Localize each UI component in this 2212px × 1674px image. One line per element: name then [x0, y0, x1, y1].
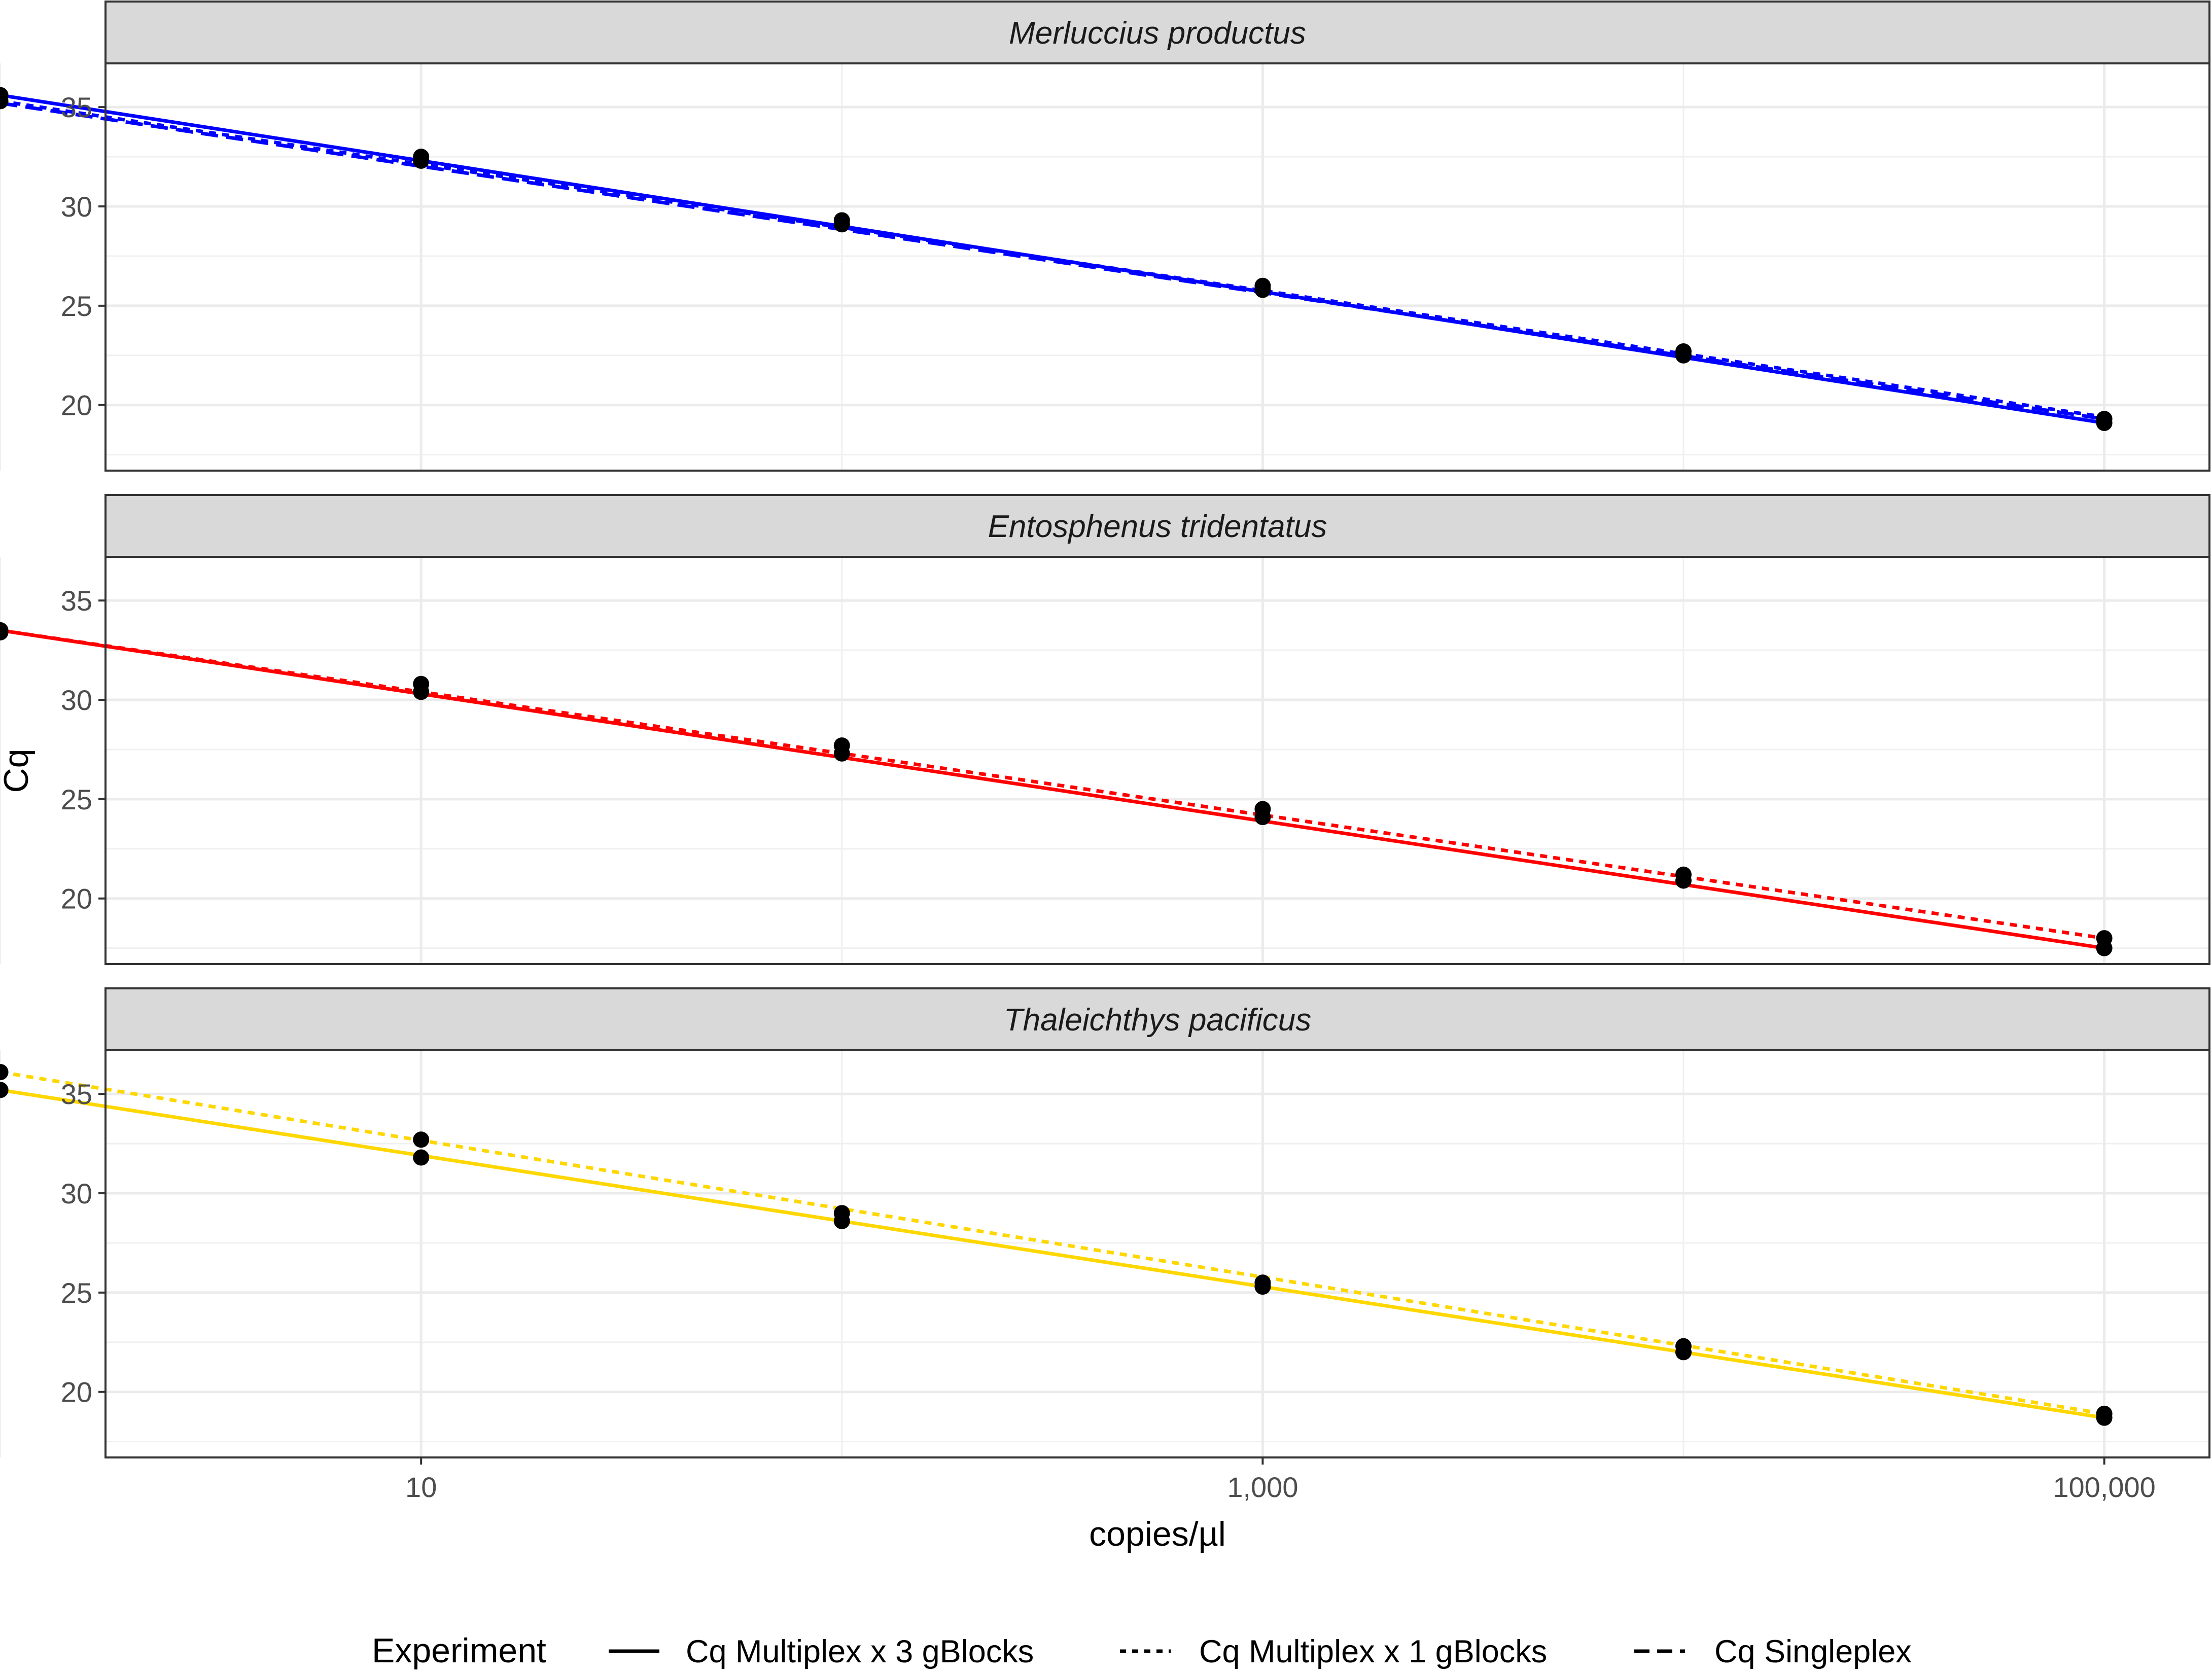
legend: Experiment Cq Multiplex x 3 gBlocks Cq M…: [372, 1631, 1912, 1670]
panel-border: [104, 62, 2210, 472]
facet-title: Thaleichthys pacificus: [1004, 1003, 1312, 1038]
data-point: [413, 1149, 430, 1166]
y-tick-label: 30: [61, 684, 92, 716]
y-tick-label: 35: [61, 585, 92, 617]
data-point: [833, 1213, 850, 1229]
data-point: [413, 684, 430, 700]
data-point: [2096, 414, 2113, 431]
y-tick-label: 20: [61, 1376, 92, 1408]
series-line-dotted: [0, 99, 2105, 419]
data-point: [1254, 809, 1271, 826]
data-point: [2096, 940, 2113, 956]
data-point: [0, 1064, 9, 1081]
panel-border: [104, 556, 2210, 965]
plot-background: [106, 1050, 2209, 1457]
panel-border: [104, 1049, 2210, 1458]
y-tick-label: 25: [61, 1277, 92, 1309]
series-line-solid: [0, 93, 2105, 425]
x-tick-label: 1,000: [1227, 1471, 1298, 1503]
series-line-solid: [0, 628, 2105, 950]
facet-title: Entosphenus tridentatus: [988, 509, 1327, 544]
y-tick-label: 20: [61, 389, 92, 421]
data-point: [1675, 872, 1692, 889]
data-point: [1675, 347, 1692, 364]
series-line-dotted: [0, 628, 2105, 940]
data-point: [1254, 281, 1271, 298]
y-tick-label: 25: [61, 783, 92, 815]
y-axis-title: Cq: [0, 749, 36, 793]
data-point: [833, 745, 850, 762]
data-point: [1675, 1344, 1692, 1361]
panels-layer: Merluccius productus20253035Entosphenus …: [0, 1, 2210, 1458]
data-point: [413, 1131, 430, 1148]
data-point: [2096, 1409, 2113, 1426]
y-tick-label: 30: [61, 1178, 92, 1209]
data-point: [833, 216, 850, 233]
y-tick-label: 30: [61, 191, 92, 223]
y-tick-label: 20: [61, 883, 92, 915]
panel-2: Entosphenus tridentatus 20 25 30 35: [0, 494, 2210, 965]
panel-1: Merluccius productus 20 25 30 35: [0, 1, 2210, 472]
plot-background: [106, 557, 2209, 964]
series-line-solid: [0, 1088, 2105, 1420]
x-tick-label: 100,000: [2053, 1471, 2155, 1503]
legend-label-solid: Cq Multiplex x 3 gBlocks: [686, 1634, 1034, 1669]
y-tick-label: 25: [61, 290, 92, 322]
y-tick-label: 35: [61, 91, 92, 123]
facet-strip: [104, 1, 2210, 64]
x-axis-title: copies/µl: [1089, 1515, 1226, 1553]
data-point: [0, 1082, 9, 1098]
data-point: [413, 152, 430, 169]
x-axis: 10 1,000 100,000: [405, 1457, 2156, 1503]
x-tick-label: 10: [405, 1471, 437, 1503]
data-point: [0, 93, 9, 110]
legend-label-dotted: Cq Multiplex x 1 gBlocks: [1199, 1634, 1547, 1669]
plot-background: [106, 63, 2209, 471]
panel-3: Thaleichthys pacificus 20 25 30 35: [0, 987, 2210, 1458]
data-point: [1254, 1278, 1271, 1295]
legend-label-dashed: Cq Singleplex: [1714, 1634, 1912, 1669]
facet-title: Merluccius productus: [1009, 16, 1306, 51]
y-tick-label: 35: [61, 1078, 92, 1110]
legend-title: Experiment: [372, 1631, 546, 1670]
data-point: [0, 624, 9, 640]
facet-strip: [104, 987, 2210, 1051]
